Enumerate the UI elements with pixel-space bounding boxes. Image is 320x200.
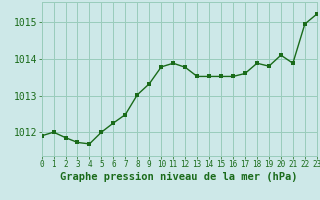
- X-axis label: Graphe pression niveau de la mer (hPa): Graphe pression niveau de la mer (hPa): [60, 172, 298, 182]
